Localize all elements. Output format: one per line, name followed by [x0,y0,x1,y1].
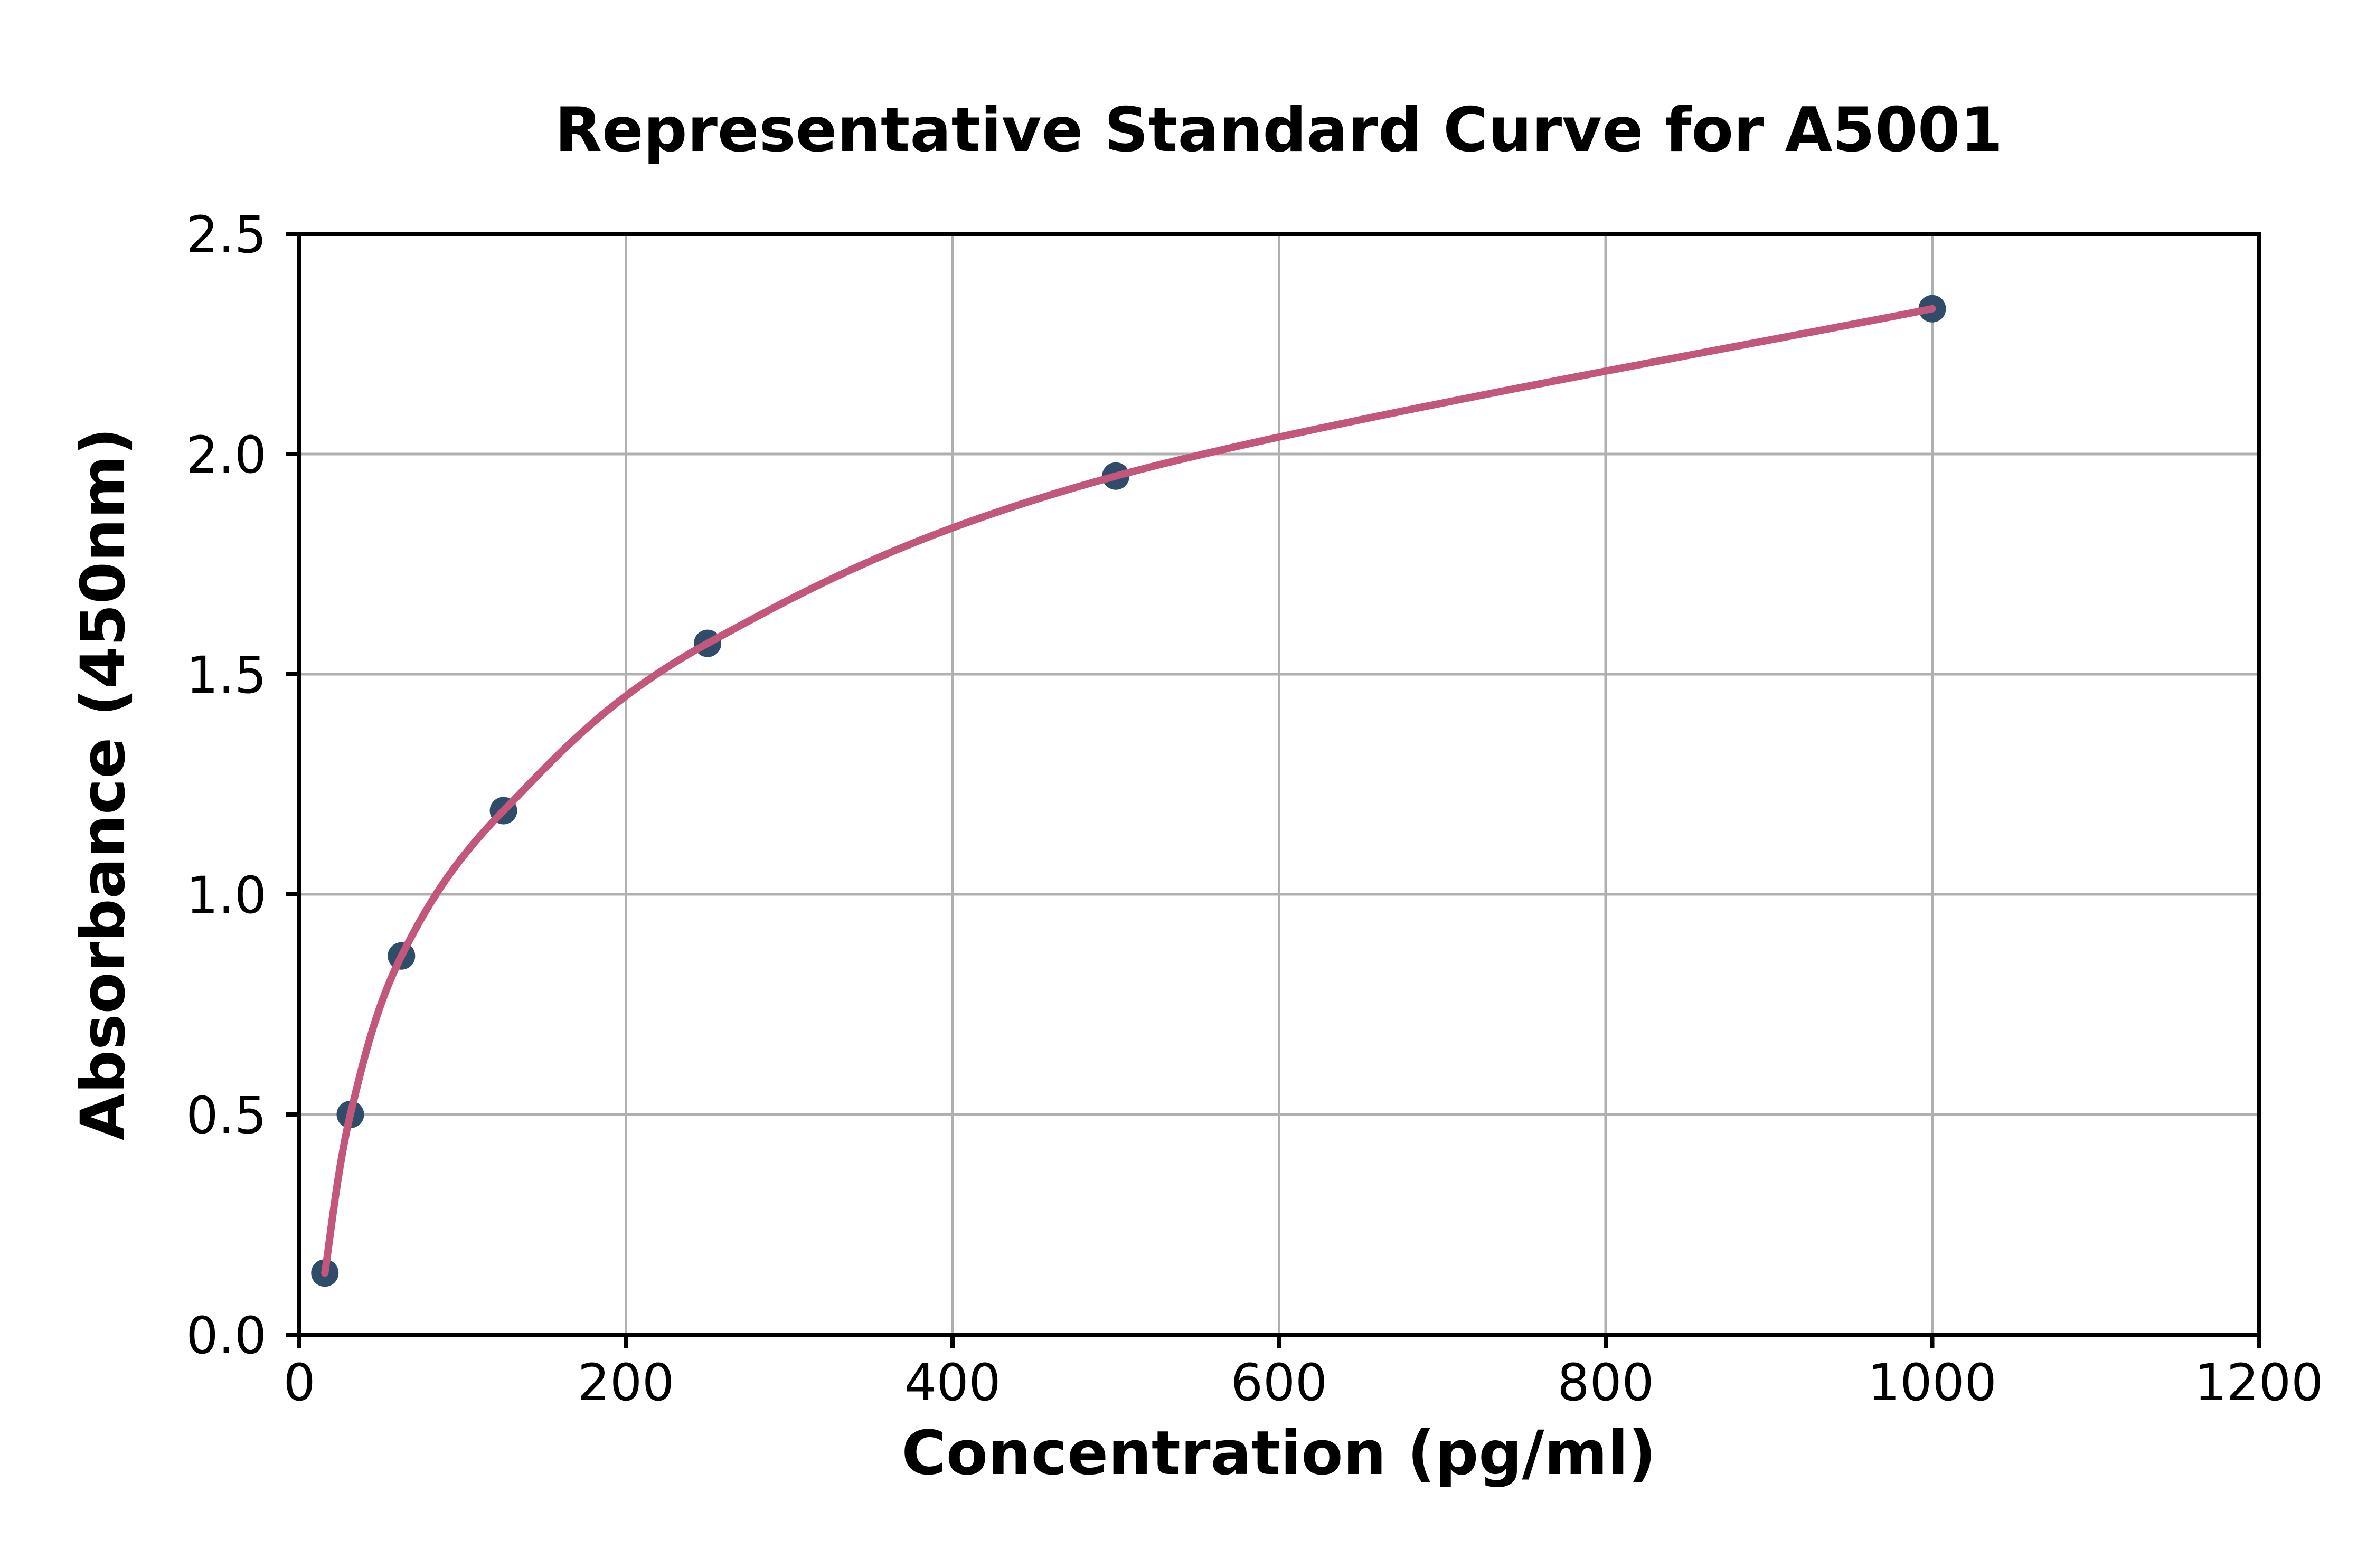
y-axis-label: Absorbance (450nm) [68,428,139,1140]
data-points [311,295,1946,1287]
x-tick-label: 600 [1231,1353,1327,1412]
gridlines [298,232,2260,1336]
fitted-curve-path [321,305,1936,1277]
y-tick-label: 0.0 [186,1306,267,1365]
x-tick-label: 0 [283,1353,315,1412]
y-tick-label: 2.5 [186,205,267,265]
tick-labels: 0 200 400 600 800 1000 1200 0.0 0.5 1.0 1.5 2.0 2.5 [186,205,2323,1412]
chart-title: Representative Standard Curve for A5001 [555,95,2003,166]
y-tick-label: 1.5 [186,646,267,705]
y-tick-label: 0.5 [186,1086,267,1145]
x-tick-label: 800 [1557,1353,1654,1412]
y-tick-label: 2.0 [186,426,267,485]
x-tick-label: 1000 [1868,1353,1996,1412]
y-tick-label: 1.0 [186,866,267,925]
axis-ticks [286,232,2261,1348]
x-tick-label: 1200 [2194,1353,2323,1412]
x-tick-label: 200 [578,1353,674,1412]
fit-curve [321,305,1936,1277]
x-axis-label: Concentration (pg/ml) [902,1418,1656,1489]
x-tick-label: 400 [904,1353,1001,1412]
